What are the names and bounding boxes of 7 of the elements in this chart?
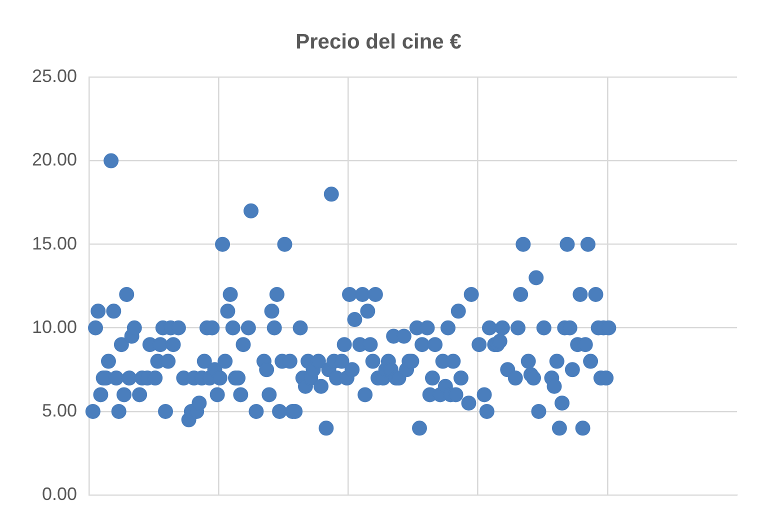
- chart-title: Precio del cine €: [296, 30, 462, 54]
- y-tick-label: 15.00: [32, 233, 78, 254]
- y-tick-label: 20.00: [32, 150, 78, 170]
- y-tick-label: 25.00: [32, 66, 78, 86]
- y-tick-label: 0.00: [42, 484, 78, 504]
- y-tick-label: 5.00: [42, 400, 78, 420]
- y-tick-label: 10.00: [32, 316, 78, 337]
